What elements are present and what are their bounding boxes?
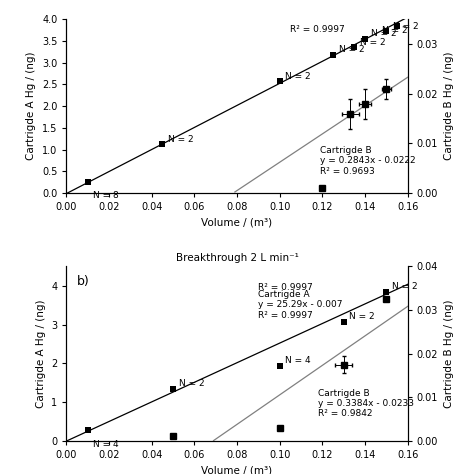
Point xyxy=(169,385,177,392)
Title: Breakthrough 2 L min⁻¹: Breakthrough 2 L min⁻¹ xyxy=(175,253,299,263)
X-axis label: Volume / (m³): Volume / (m³) xyxy=(201,218,273,228)
Text: N = 2: N = 2 xyxy=(371,29,396,38)
Text: N = 2: N = 2 xyxy=(392,22,419,31)
Point xyxy=(276,77,283,85)
Text: N = 2: N = 2 xyxy=(168,135,193,144)
Text: Cartrigde A
y = 25.29x - 0.007
R² = 0.9997: Cartrigde A y = 25.29x - 0.007 R² = 0.99… xyxy=(258,290,343,319)
Point xyxy=(351,44,358,51)
Point xyxy=(84,178,91,185)
Y-axis label: Cartrigde B Hg / (ng): Cartrigde B Hg / (ng) xyxy=(444,300,454,408)
Y-axis label: Cartrigde A Hg / (ng): Cartrigde A Hg / (ng) xyxy=(26,52,36,160)
Text: Cartrigde B
y = 0.3384x - 0.0233
R² = 0.9842: Cartrigde B y = 0.3384x - 0.0233 R² = 0.… xyxy=(318,389,414,419)
Point xyxy=(84,426,91,434)
Y-axis label: Cartrigde A Hg / (ng): Cartrigde A Hg / (ng) xyxy=(36,300,46,408)
Text: N = 8: N = 8 xyxy=(93,191,119,200)
Y-axis label: Cartrigde B Hg / (ng): Cartrigde B Hg / (ng) xyxy=(444,52,454,160)
Text: N = 4: N = 4 xyxy=(93,440,119,448)
Text: N = 2: N = 2 xyxy=(392,282,418,291)
Point xyxy=(383,27,390,35)
Text: N = 4: N = 4 xyxy=(285,356,311,365)
Text: b): b) xyxy=(77,275,89,288)
Point xyxy=(361,35,369,42)
Text: R² = 0.9997: R² = 0.9997 xyxy=(258,283,313,292)
Point xyxy=(383,288,390,295)
Point xyxy=(340,318,347,326)
Point xyxy=(329,51,337,59)
Text: N = 2: N = 2 xyxy=(285,72,311,81)
Point xyxy=(393,23,401,30)
Text: N = 2: N = 2 xyxy=(360,37,385,46)
Text: N = 2: N = 2 xyxy=(349,312,375,321)
Point xyxy=(276,362,283,370)
X-axis label: Volume / (m³): Volume / (m³) xyxy=(201,465,273,474)
Text: R² = 0.9997: R² = 0.9997 xyxy=(290,25,345,34)
Text: N = 2: N = 2 xyxy=(382,26,408,35)
Text: Cartrigde B
y = 0.2843x - 0.0222
R² = 0.9693: Cartrigde B y = 0.2843x - 0.0222 R² = 0.… xyxy=(320,146,416,176)
Text: N = 2: N = 2 xyxy=(179,379,204,388)
Text: N = 2: N = 2 xyxy=(338,46,364,55)
Point xyxy=(158,141,166,148)
